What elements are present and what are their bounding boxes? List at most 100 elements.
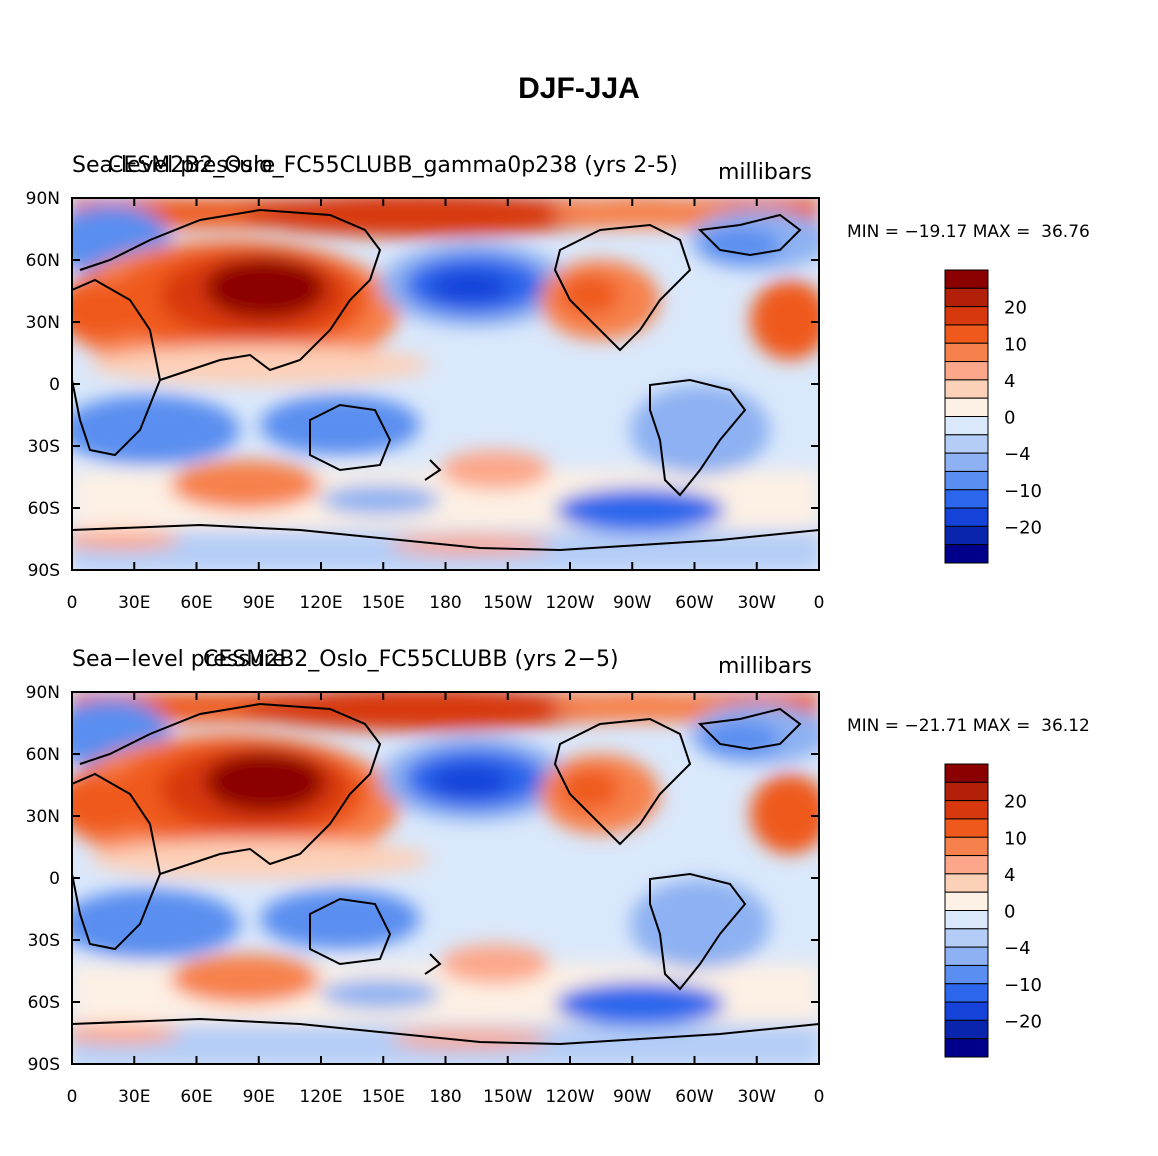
colorbar-swatch [944,855,989,875]
panel-2-units: millibars [718,654,812,679]
colorbar-swatch [944,763,989,783]
panel-1-map [72,193,819,570]
x-tick-label-1-12: 0 [814,593,825,613]
colorbar-swatch [944,836,989,857]
y-tick-label-1-2: 30N [26,313,60,333]
x-tick-label-1-1: 30E [118,593,150,613]
panel-2-map [72,687,819,1064]
colorbar-swatch [944,946,989,966]
colorbar-swatch [944,964,989,985]
colorbar-swatch [944,470,989,491]
colorbar-label-2-0: 20 [1004,792,1027,813]
colorbar-swatch [944,397,989,417]
colorbar-label-1-0: 20 [1004,298,1027,319]
colorbar-label-1-3: 0 [1004,408,1015,429]
y-tick-label-1-3: 0 [49,375,60,395]
panel-2-left-title: Sea−level pressure [72,647,286,672]
colorbar-swatch [944,873,989,893]
colorbar-swatch [944,507,989,527]
panel-2-colorbar: 20 10 4 0 −4 −10 −20 [944,763,1042,1058]
colorbar-swatch [944,525,989,546]
colorbar-swatch [944,1001,989,1021]
colorbar-swatch [944,416,989,436]
colorbar-swatch [944,983,989,1003]
colorbar-swatch [944,544,989,564]
x-tick-label-1-0: 0 [67,593,78,613]
y-tick-label-2-6: 90S [28,1055,60,1075]
x-tick-label-2-6: 180 [429,1087,461,1107]
y-tick-label-1-6: 90S [28,561,60,581]
colorbar-swatch [944,361,989,381]
panel-2-center-title: CESM2B2_Oslo_FC55CLUBB (yrs 2−5) [203,647,619,672]
x-tick-label-1-5: 150E [362,593,405,613]
colorbar-swatch [944,324,989,344]
x-tick-label-2-1: 30E [118,1087,150,1107]
x-tick-label-1-2: 60E [180,593,212,613]
panel-1-units: millibars [718,160,812,185]
figure-title: DJF-JJA [518,72,640,105]
colorbar-swatch [944,489,989,509]
x-tick-label-1-9: 90W [613,593,652,613]
x-tick-label-2-8: 120W [545,1087,594,1107]
x-tick-label-2-5: 150E [362,1087,405,1107]
x-tick-label-2-4: 120E [299,1087,342,1107]
colorbar-label-1-2: 4 [1004,371,1015,392]
y-tick-label-1-1: 60N [26,251,60,271]
colorbar-swatch [944,379,989,399]
y-tick-label-2-5: 60S [28,993,60,1013]
colorbar-swatch [944,342,989,363]
colorbar-label-1-5: −10 [1004,481,1042,502]
x-tick-label-2-0: 0 [67,1087,78,1107]
x-tick-label-2-7: 150W [483,1087,532,1107]
colorbar-swatch [944,1019,989,1040]
colorbar-swatch [944,910,989,930]
x-tick-label-2-11: 30W [738,1087,777,1107]
colorbar-label-2-2: 4 [1004,865,1015,886]
colorbar-swatch [944,287,989,308]
x-tick-label-2-12: 0 [814,1087,825,1107]
colorbar-label-2-6: −20 [1004,1011,1042,1032]
panel-2-axes: 0 30E 60E 90E 120E 150E 180 150W 120W 90W 60W 30W 09… [26,683,825,1107]
panel-2-stats: MIN = −21.71 MAX = 36.12 [847,716,1090,736]
y-tick-label-2-3: 0 [49,869,60,889]
x-tick-label-1-7: 150W [483,593,532,613]
x-tick-label-2-10: 60W [675,1087,714,1107]
colorbar-swatch [944,1038,989,1058]
x-tick-label-1-3: 90E [243,593,275,613]
colorbar-swatch [944,269,989,289]
colorbar-label-2-5: −10 [1004,975,1042,996]
y-tick-label-1-4: 30S [28,437,60,457]
colorbar-swatch [944,781,989,802]
y-tick-label-2-2: 30N [26,807,60,827]
colorbar-swatch [944,306,989,326]
panel-1-colorbar: 20 10 4 0 −4 −10 −20 [944,269,1042,564]
panel-1-left-title: Sea-level pressure [72,153,276,178]
colorbar-swatch [944,800,989,820]
panel-1-stats: MIN = −19.17 MAX = 36.76 [847,222,1090,242]
colorbar-swatch [944,891,989,911]
colorbar-label-2-4: −4 [1004,938,1031,959]
panel-1-center-title: CESM2B2_Oslo_FC55CLUBB_gamma0p238 (yrs 2… [108,153,678,178]
y-tick-label-1-5: 60S [28,499,60,519]
colorbar-label-1-6: −20 [1004,517,1042,538]
colorbar-label-1-1: 10 [1004,334,1027,355]
y-tick-label-1-0: 90N [26,189,60,209]
colorbar-swatch [944,818,989,838]
panel-1-axes: 0 30E 60E 90E 120E 150E 180 150W 120W 90W 60W 30W 09… [26,189,825,613]
x-tick-label-2-9: 90W [613,1087,652,1107]
x-tick-label-2-3: 90E [243,1087,275,1107]
x-tick-label-1-4: 120E [299,593,342,613]
colorbar-swatch [944,452,989,472]
x-tick-label-1-11: 30W [738,593,777,613]
x-tick-label-2-2: 60E [180,1087,212,1107]
x-tick-label-1-8: 120W [545,593,594,613]
y-tick-label-2-4: 30S [28,931,60,951]
y-tick-label-2-0: 90N [26,683,60,703]
x-tick-label-1-10: 60W [675,593,714,613]
y-tick-label-2-1: 60N [26,745,60,765]
colorbar-swatch [944,434,989,454]
colorbar-swatch [944,928,989,948]
colorbar-label-1-4: −4 [1004,444,1031,465]
colorbar-label-2-3: 0 [1004,902,1015,923]
